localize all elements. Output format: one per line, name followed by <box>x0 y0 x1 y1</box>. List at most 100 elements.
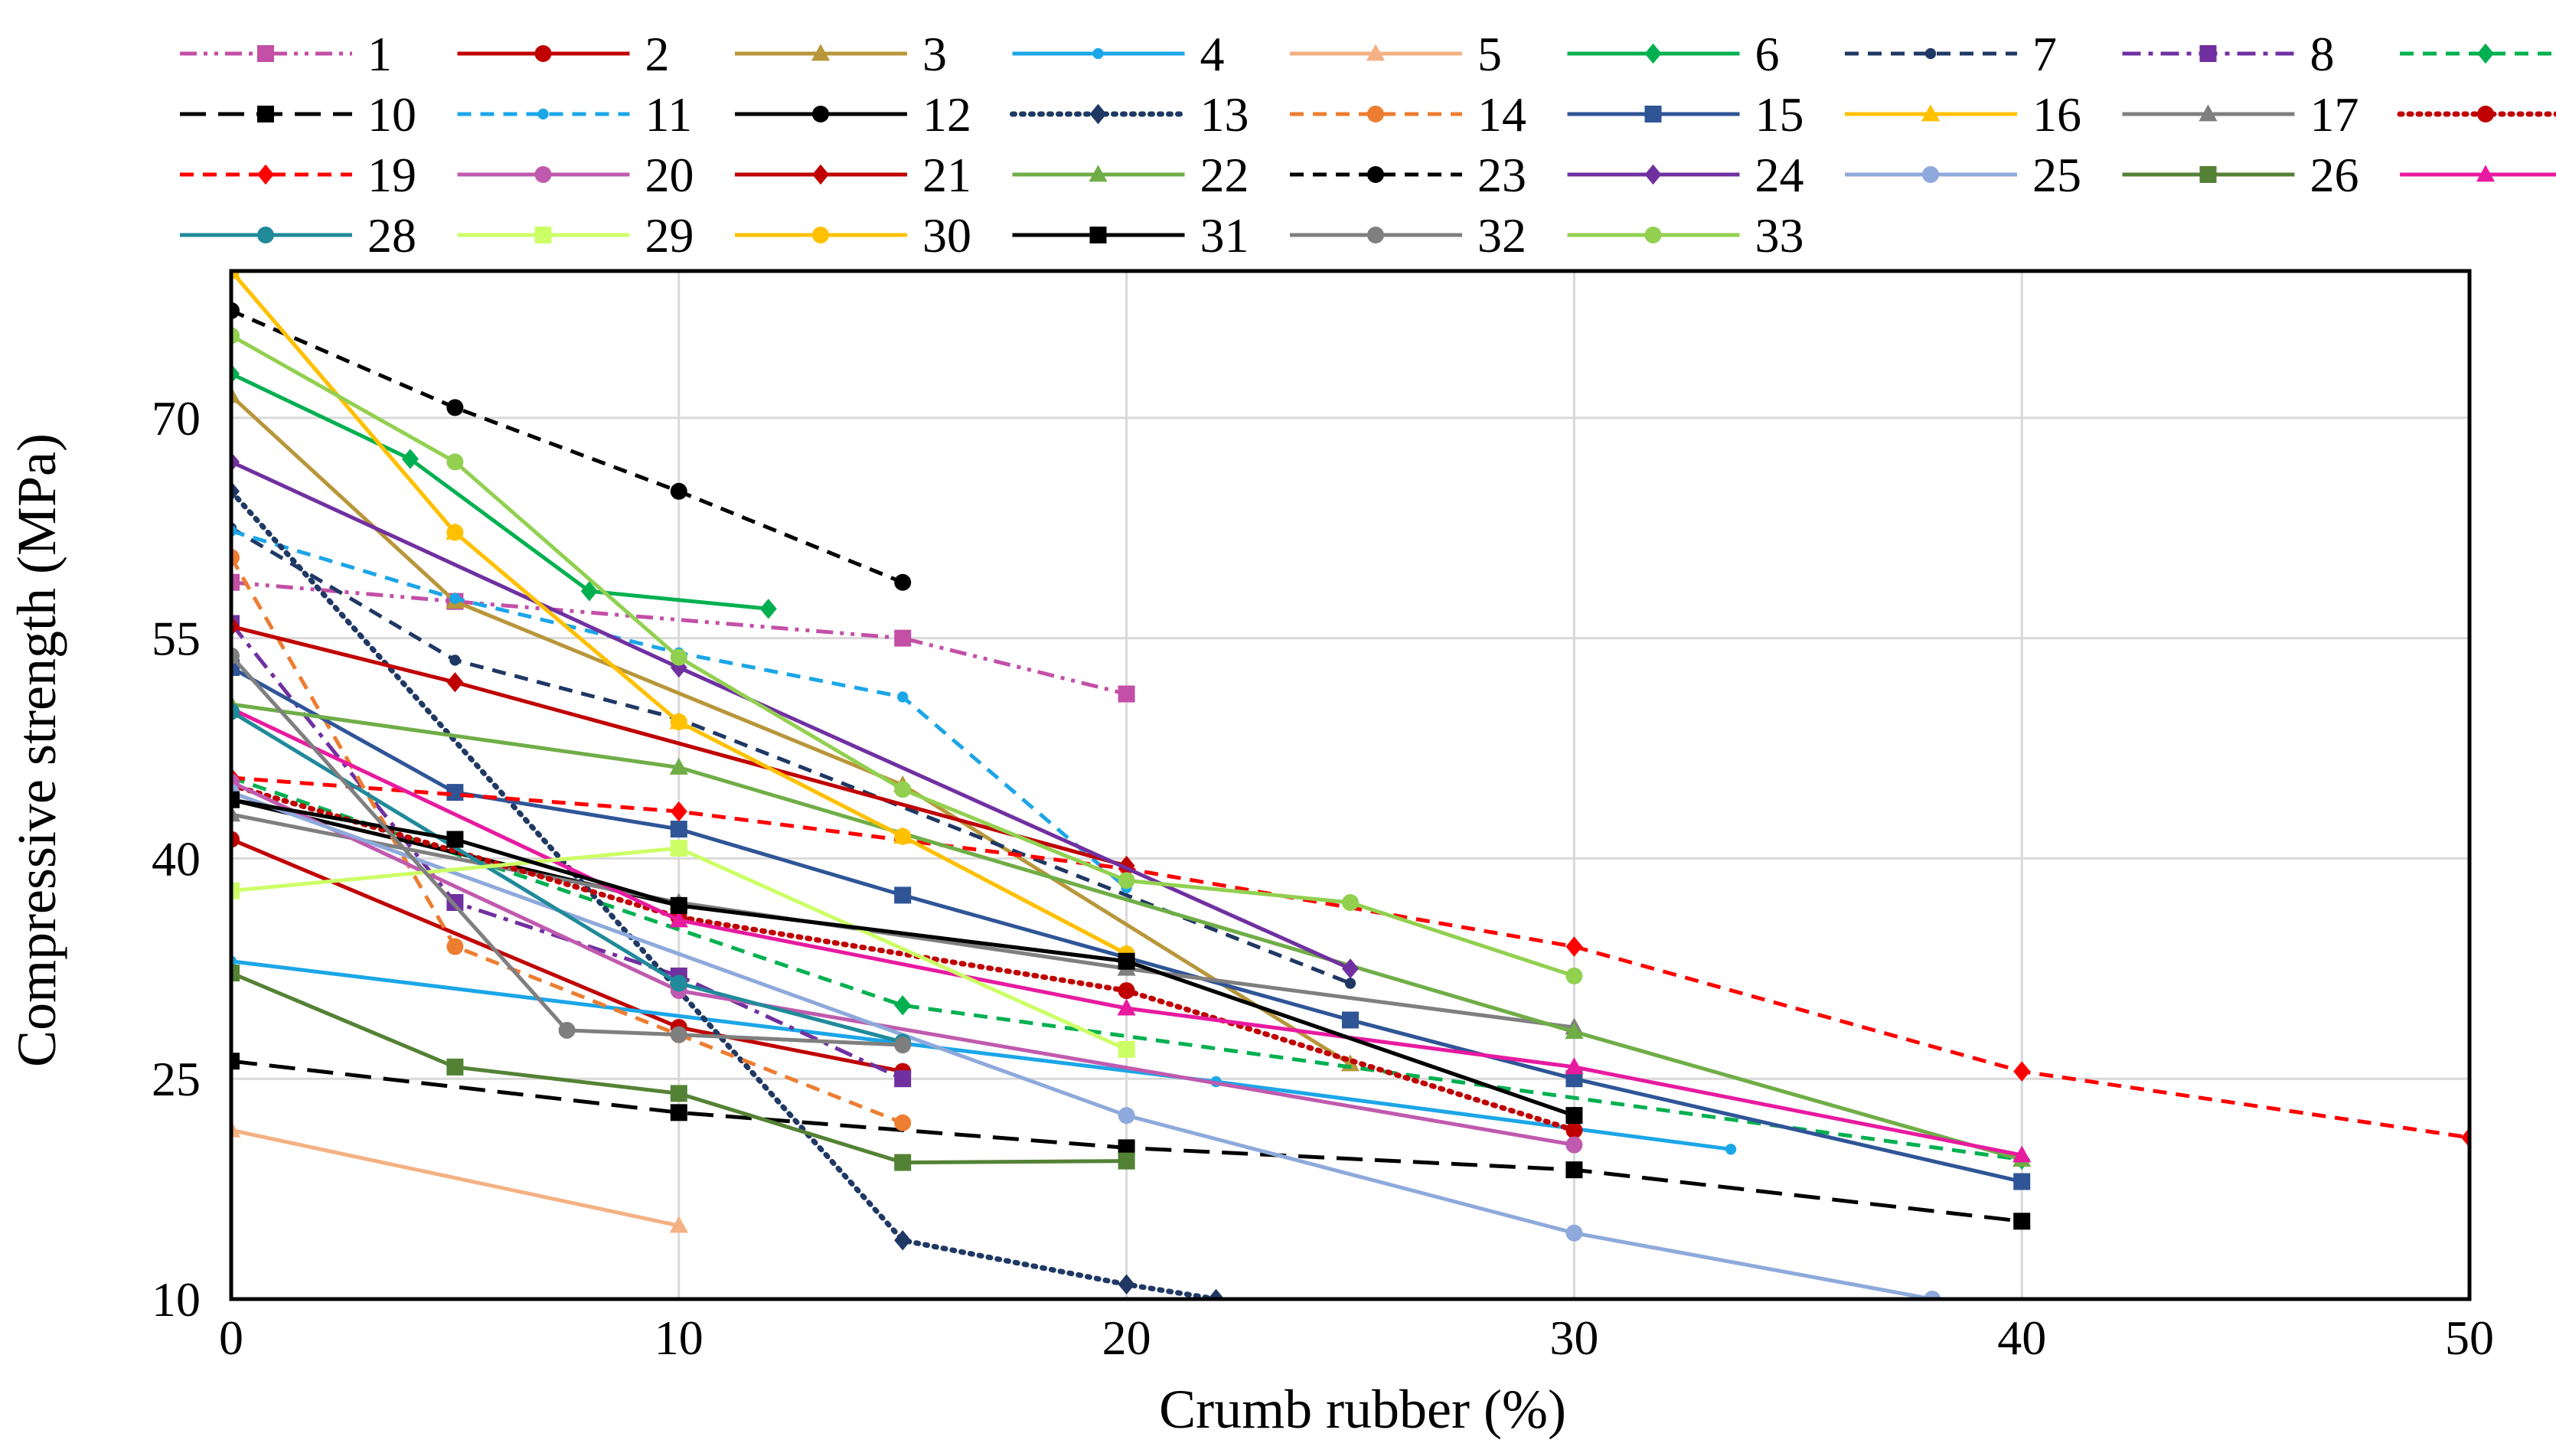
legend-label: 32 <box>1477 208 1526 263</box>
legend-item-29: 29 <box>457 208 694 263</box>
legend-label: 20 <box>645 148 694 202</box>
x-tick-label: 50 <box>2445 1311 2494 1365</box>
legend-swatch-marker <box>2199 104 2218 122</box>
series-31 <box>230 791 1583 1125</box>
legend-item-12: 12 <box>735 87 971 142</box>
series-32-line <box>230 654 903 1047</box>
legend-label: 24 <box>1755 148 1804 202</box>
legend-item-22: 22 <box>1012 148 1249 202</box>
series-33-point <box>1565 967 1583 984</box>
legend-swatch-marker <box>1366 44 1386 61</box>
series-5-line <box>230 1128 680 1228</box>
series-24-point <box>1342 958 1359 979</box>
legend-label: 17 <box>2310 87 2359 142</box>
legend-label: 31 <box>1200 208 1249 263</box>
series-21-point <box>446 672 464 693</box>
series-4-point <box>1725 1144 1737 1155</box>
x-tick-label: 0 <box>219 1311 243 1365</box>
y-tick-label: 70 <box>152 391 201 446</box>
x-tick-label: 20 <box>1102 1311 1151 1365</box>
series-32-point <box>558 1021 576 1039</box>
series-32 <box>230 647 912 1054</box>
series-7-point <box>449 655 461 666</box>
legend-swatch-marker <box>1089 165 1108 182</box>
y-tick-label: 40 <box>152 831 201 886</box>
series-27-point <box>1117 998 1136 1016</box>
legend-swatch-marker <box>534 45 552 62</box>
series-20-point <box>1565 1136 1583 1154</box>
legend-item-13: 13 <box>1010 87 1249 142</box>
legend-swatch-marker <box>1092 47 1104 60</box>
legend-swatch-marker <box>2477 106 2494 122</box>
legend-swatch-marker <box>1367 106 1384 122</box>
y-tick-label: 25 <box>152 1052 201 1106</box>
series-19-point <box>1565 936 1583 957</box>
legend-label: 5 <box>1477 27 1502 81</box>
legend-item-4: 4 <box>1012 27 1225 81</box>
series-15-point <box>894 886 912 904</box>
legend-label: 23 <box>1477 148 1526 202</box>
series-27-point <box>1565 1057 1584 1075</box>
grid <box>231 271 2469 1299</box>
legend-label: 8 <box>2310 27 2335 81</box>
legend: 1234567891011121314151617181920212223242… <box>180 27 2556 263</box>
legend-swatch-marker <box>812 227 829 243</box>
series-33-point <box>1118 872 1135 890</box>
series-6-line <box>230 372 769 611</box>
legend-item-15: 15 <box>1567 87 1804 142</box>
legend-item-19: 19 <box>180 148 416 202</box>
series-10-point <box>2013 1213 2031 1230</box>
legend-label: 29 <box>645 208 694 263</box>
y-tick-label: 10 <box>152 1272 201 1327</box>
y-tick-label: 55 <box>152 612 201 666</box>
series-25-line <box>230 790 1933 1301</box>
legend-item-20: 20 <box>457 148 694 202</box>
series-22-point <box>669 757 688 775</box>
series-23-point <box>446 399 464 416</box>
legend-label: 22 <box>1200 148 1249 202</box>
legend-item-24: 24 <box>1567 148 1804 202</box>
legend-item-18: 18 <box>2397 106 2556 122</box>
series-31-point <box>670 896 687 914</box>
legend-label: 3 <box>922 27 947 81</box>
series-27-point <box>2012 1145 2032 1163</box>
series-10-point <box>1118 1139 1135 1157</box>
legend-label: 11 <box>645 87 693 142</box>
series-30-point <box>446 524 464 541</box>
series-25-point <box>1565 1224 1583 1242</box>
series-31-point <box>1118 952 1135 970</box>
series-30 <box>230 269 1135 963</box>
legend-item-32: 32 <box>1290 208 1526 263</box>
series-33-point <box>894 781 912 798</box>
legend-swatch-marker <box>1089 103 1107 125</box>
legend-label: 16 <box>2032 87 2081 142</box>
legend-label: 19 <box>367 148 416 202</box>
series-15-point <box>670 821 687 838</box>
legend-swatch-marker <box>537 108 549 120</box>
series-25-point <box>1118 1107 1135 1125</box>
series-15-point <box>446 784 464 801</box>
legend-item-2: 2 <box>457 27 670 81</box>
series-22-point <box>1565 1022 1584 1040</box>
series-29-point <box>1118 1040 1135 1058</box>
legend-item-14: 14 <box>1290 87 1526 142</box>
legend-label: 15 <box>1755 87 1804 142</box>
legend-label: 33 <box>1755 208 1804 263</box>
ticks: 0 10 20 30 40 50 10 25 40 55 70 <box>152 391 2494 1365</box>
series-33-point <box>670 648 687 666</box>
legend-swatch-marker <box>257 106 274 122</box>
legend-item-31: 31 <box>1012 208 1249 263</box>
plot-frame <box>229 269 2472 1301</box>
series-3-line <box>230 394 1352 1066</box>
series-10-point <box>670 1104 687 1121</box>
legend-swatch-marker <box>2199 45 2217 62</box>
series-18-point <box>1565 1121 1583 1139</box>
legend-item-8: 8 <box>2122 27 2335 81</box>
x-axis-title: Crumb rubber (%) <box>1159 1379 1566 1440</box>
legend-item-16: 16 <box>1845 87 2081 142</box>
series-23-point <box>670 482 687 500</box>
series-26-point <box>670 1085 687 1102</box>
legend-label: 30 <box>922 208 971 263</box>
legend-item-23: 23 <box>1290 148 1526 202</box>
